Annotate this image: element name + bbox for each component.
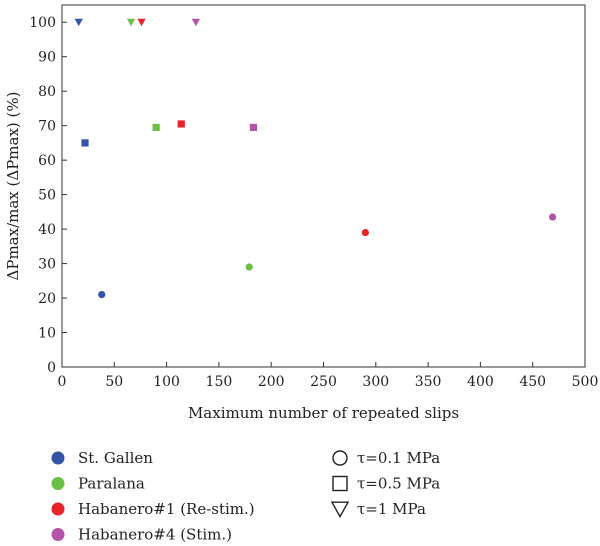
plot-area (61, 4, 586, 368)
x-tick-label: 350 (415, 374, 442, 390)
y-tick-label: 90 (38, 50, 56, 66)
marker-legend: τ=0.1 MPa τ=0.5 MPa τ=1 MPa (330, 449, 440, 519)
x-tick-label: 100 (153, 374, 180, 390)
plot-border (61, 4, 586, 368)
data-point (81, 139, 89, 147)
data-point (126, 18, 136, 27)
y-axis: 0 10 20 30 40 50 60 70 80 90 100 (29, 15, 67, 376)
y-tick-label: 10 (38, 326, 56, 342)
legend-label: Habanero#1 (Re-stim.) (78, 500, 255, 518)
y-tick-label: 50 (38, 188, 56, 204)
data-point (98, 291, 106, 299)
data-point (137, 18, 146, 27)
legend-marker-label: τ=0.5 MPa (357, 475, 440, 493)
x-tick-label: 450 (519, 374, 546, 390)
legend-marker-label: τ=1 MPa (357, 500, 426, 518)
data-point (74, 18, 83, 27)
legend-marker (332, 475, 348, 492)
legend-marker (332, 450, 348, 466)
data-point (152, 123, 160, 131)
y-tick-label: 30 (38, 257, 56, 273)
legend-swatch (51, 477, 65, 490)
x-tick-label: 250 (310, 374, 337, 390)
x-tick-label: 200 (258, 374, 285, 390)
legend-swatch (51, 528, 65, 541)
legend-label: Habanero#4 (Stim.) (78, 526, 232, 544)
y-tick-label: 70 (38, 119, 56, 135)
legend-marker-label: τ=0.1 MPa (357, 449, 440, 467)
data-point (191, 18, 201, 27)
y-axis-label: ΔPmax/max (ΔPmax) (%) (4, 92, 22, 281)
x-tick-label: 500 (572, 374, 599, 390)
x-tick-label: 400 (467, 374, 494, 390)
y-tick-label: 60 (38, 153, 56, 169)
data-points (74, 18, 557, 299)
legend-swatch (51, 502, 65, 516)
x-tick-label: 300 (362, 374, 389, 390)
y-tick-label: 40 (38, 222, 56, 238)
y-tick-label: 80 (38, 84, 56, 100)
x-tick-label: 150 (206, 374, 233, 390)
legend-label: Paralana (78, 475, 145, 493)
y-tick-label: 20 (38, 291, 56, 307)
series-legend: St. Gallen Paralana Habanero#1 (Re-stim.) H… (51, 449, 255, 544)
x-tick-label: 50 (105, 374, 123, 390)
data-point (361, 228, 369, 237)
y-tick-label: 0 (47, 360, 56, 376)
x-tick-label: 0 (58, 374, 67, 390)
legend-marker (330, 501, 350, 519)
x-axis: 0 50 100 150 200 250 300 350 400 450 500 (58, 362, 599, 390)
legend-swatch (51, 451, 65, 465)
y-tick-label: 100 (29, 15, 56, 31)
data-point (548, 213, 557, 221)
legend-label: St. Gallen (78, 449, 153, 467)
data-point (245, 263, 253, 271)
data-point (177, 120, 185, 128)
data-point (249, 123, 258, 131)
x-axis-label: Maximum number of repeated slips (188, 404, 459, 422)
